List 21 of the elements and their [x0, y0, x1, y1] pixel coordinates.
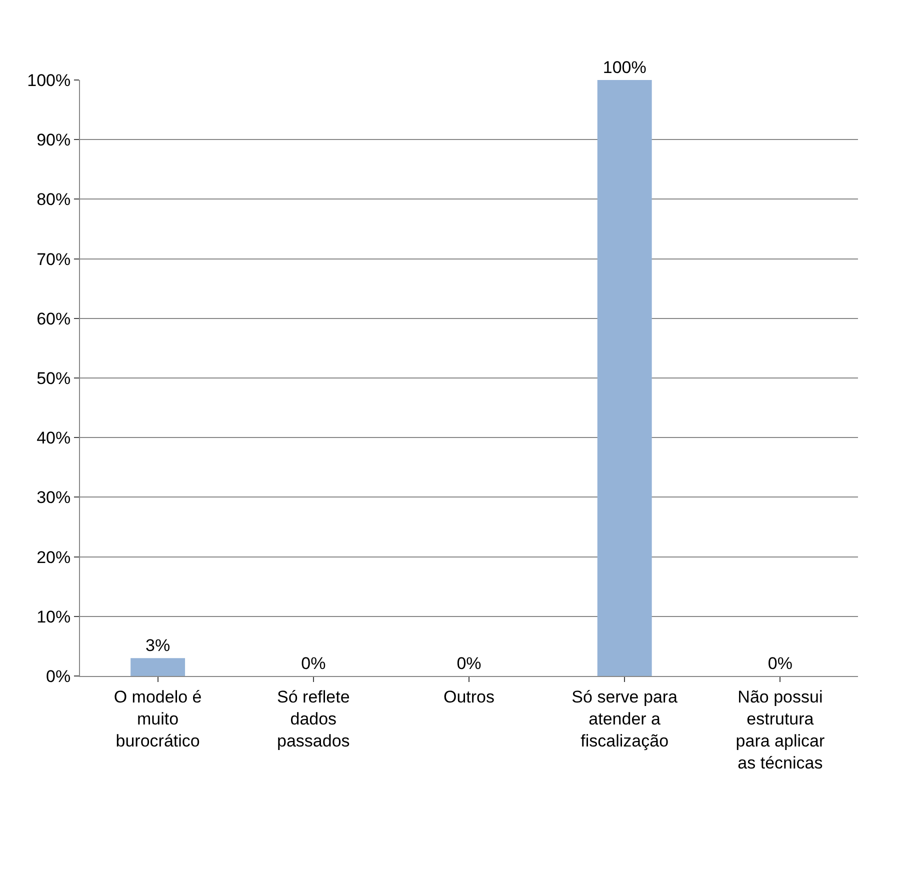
y-tick-label: 40%: [36, 428, 71, 448]
y-tick-label: 100%: [27, 70, 71, 90]
y-tick-label: 90%: [36, 130, 71, 150]
y-tick-label: 60%: [36, 309, 71, 328]
x-tick-label: Só reflete dados passados: [277, 687, 350, 751]
y-tick-label: 10%: [36, 607, 71, 626]
data-label: 3%: [146, 636, 170, 656]
y-tick-label: 70%: [36, 250, 71, 269]
x-tick-label: Outros: [443, 687, 495, 706]
y-tick-label: 50%: [36, 368, 71, 388]
y-tick-label: 80%: [36, 190, 71, 210]
x-tick-label: Não possui estrutura para aplicar as técnicas: [736, 687, 825, 773]
data-label: 100%: [602, 58, 646, 77]
x-tick-label: Só serve para atender a fiscalização: [572, 687, 678, 751]
y-tick-label: 30%: [36, 488, 71, 508]
y-tick-label: 20%: [36, 548, 71, 567]
y-tick-label: 0%: [46, 666, 71, 686]
x-tick-label: O modelo é muito burocrático: [114, 687, 202, 751]
data-label: 0%: [768, 654, 792, 673]
data-label: 0%: [456, 654, 482, 673]
data-label: 0%: [301, 654, 326, 673]
